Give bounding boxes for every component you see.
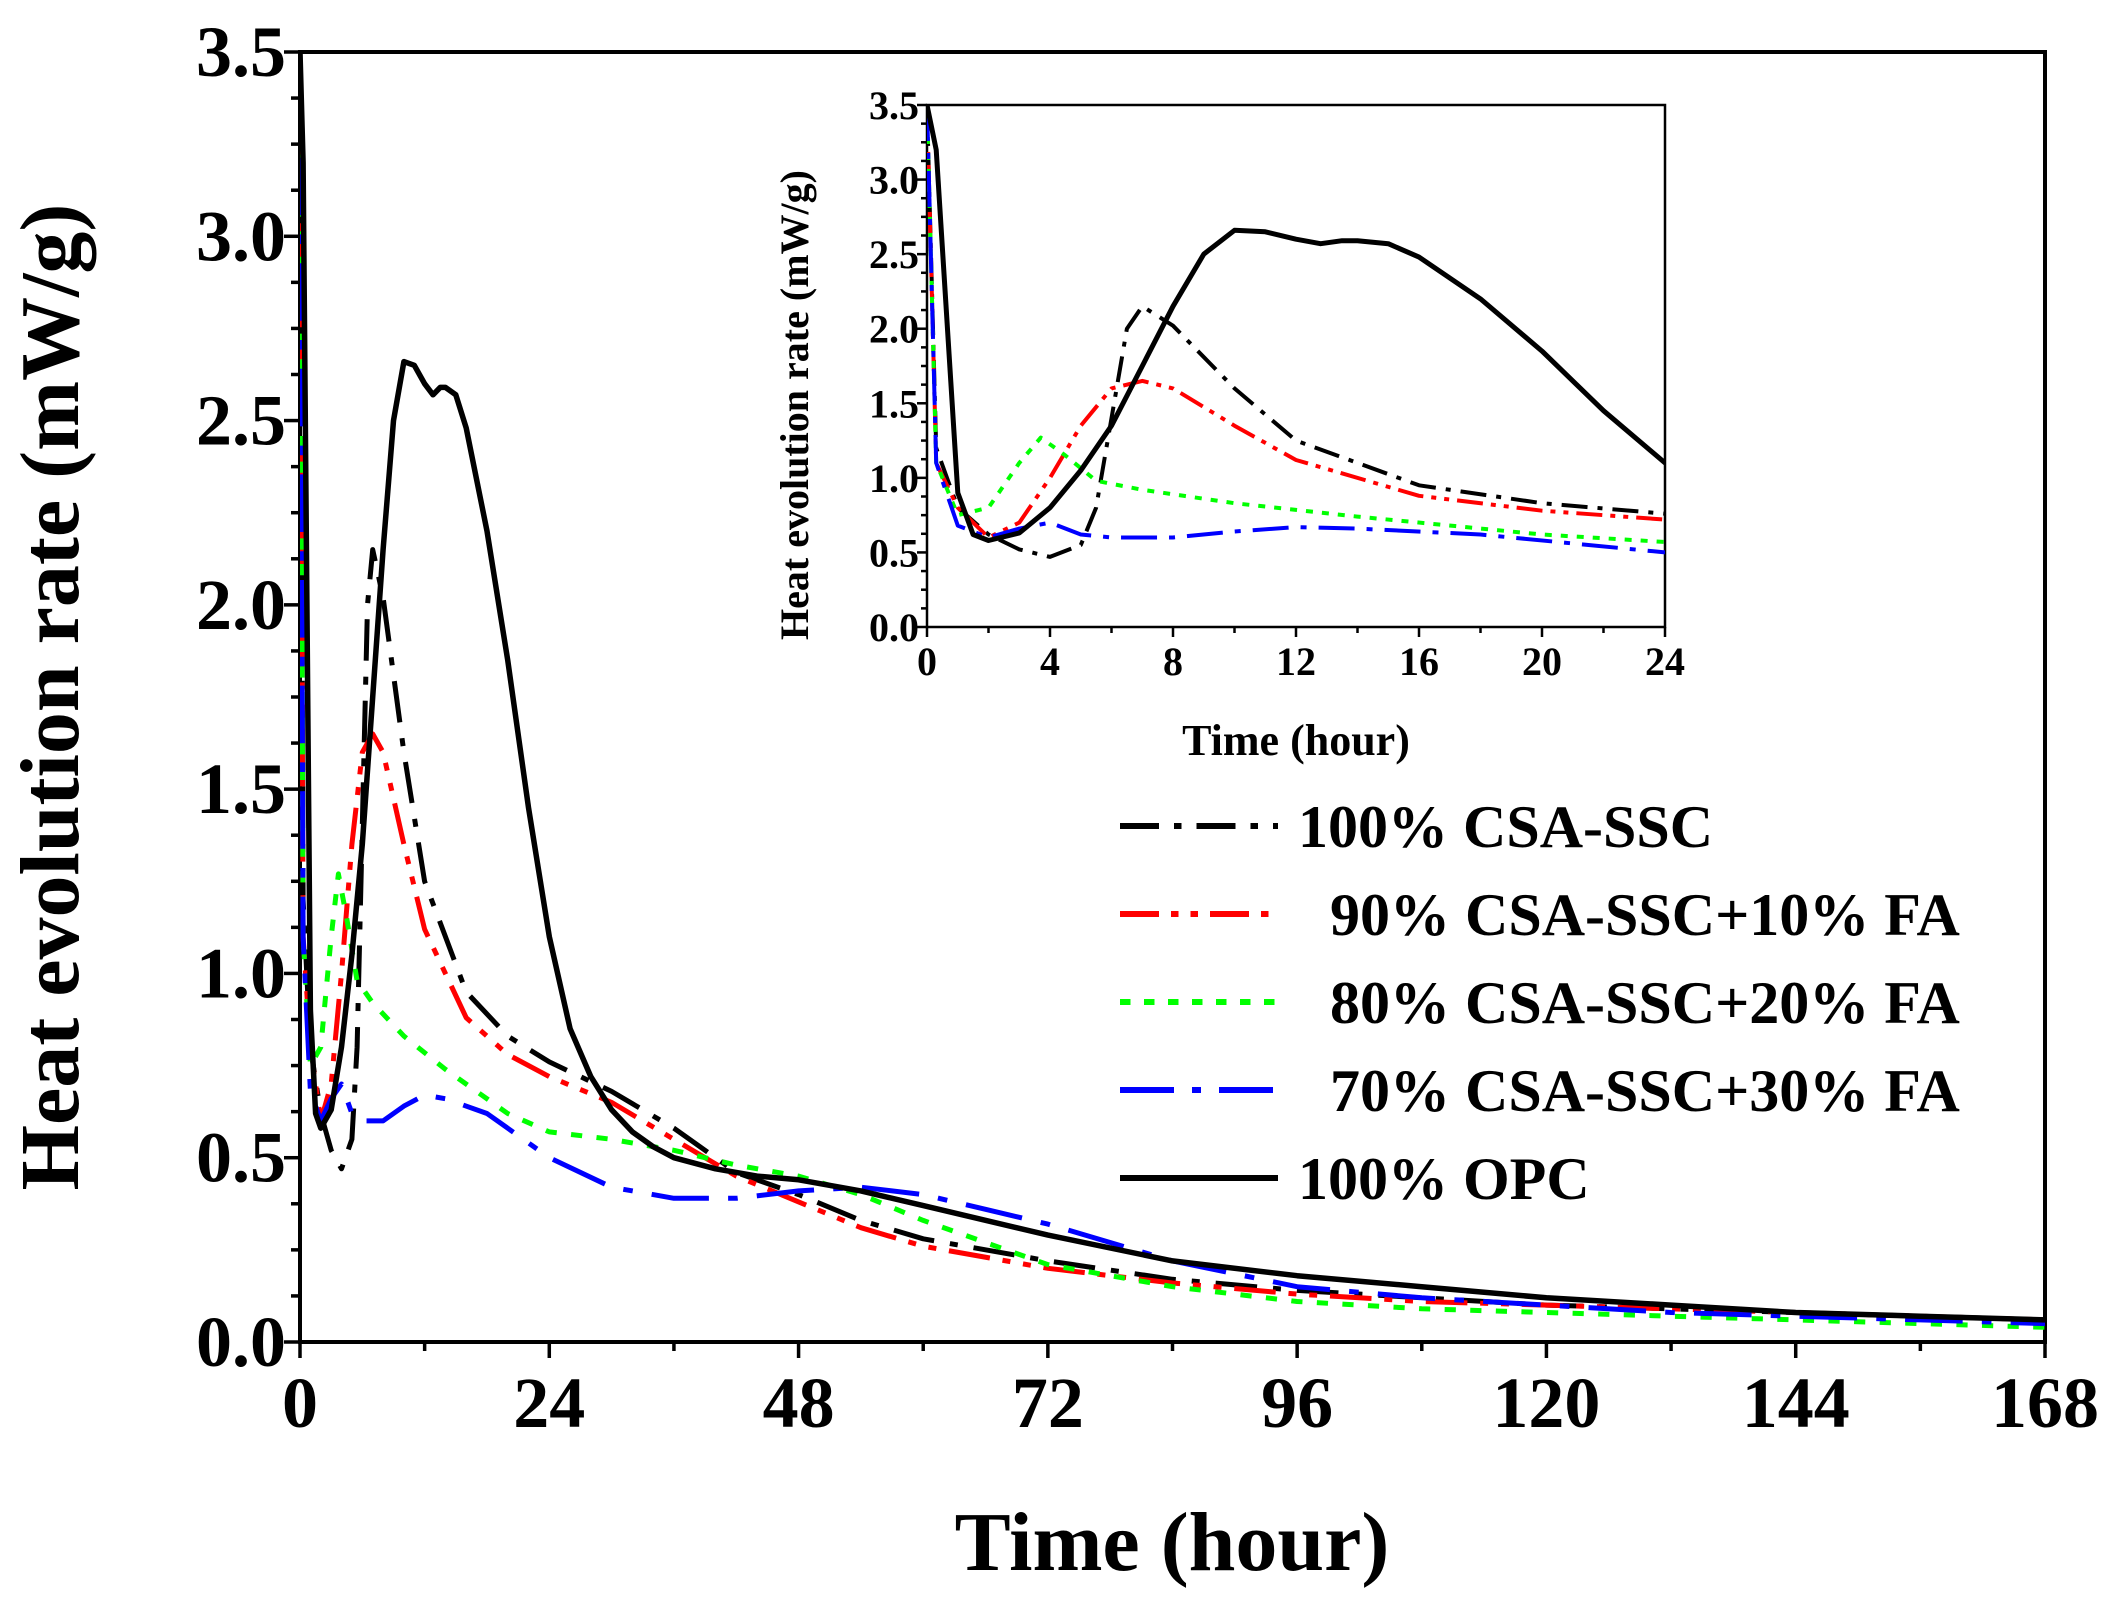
inset-series-line-3 <box>927 105 1665 544</box>
inset-y-tick-label: 1.0 <box>869 456 919 501</box>
main-y-tick-label: 1.5 <box>196 749 286 829</box>
main-series-line-5 <box>300 52 2045 1323</box>
inset-y-axis-title: Heat evolution rate (mW/g) <box>772 170 817 640</box>
inset-series-line-5 <box>927 105 1665 543</box>
main-x-tick-label: 120 <box>1492 1363 1600 1443</box>
main-y-tick-label: 0.0 <box>196 1302 286 1382</box>
inset-x-tick-label: 4 <box>1040 639 1060 684</box>
legend-label-1: 100% CSA-SSC <box>1298 794 1713 860</box>
inset-x-tick-label: 0 <box>917 639 937 684</box>
inset-series-line-4 <box>927 105 1665 555</box>
main-x-tick-label: 48 <box>763 1363 835 1443</box>
main-series-group <box>300 52 2045 1330</box>
legend-label-4: 70% CSA-SSC+30% FA <box>1330 1058 1960 1124</box>
inset-chart: 0 4 8 12 16 20 24 0.0 0.5 1.0 1.5 2.0 2.5 3.0 3.5 Time… <box>772 83 1685 765</box>
main-x-tick-label: 96 <box>1261 1363 1333 1443</box>
main-y-tick-label: 1.0 <box>196 933 286 1013</box>
main-y-tick-label: 2.5 <box>196 381 286 461</box>
inset-y-tick-label: 3.5 <box>869 83 919 128</box>
inset-y-tick-label: 0.5 <box>869 530 919 575</box>
inset-x-tick-label: 20 <box>1522 639 1562 684</box>
inset-y-tick-label: 2.0 <box>869 307 919 352</box>
main-x-axis-title: Time (hour) <box>955 1496 1390 1589</box>
inset-x-tick-label: 16 <box>1399 639 1439 684</box>
inset-ticks: 0 4 8 12 16 20 24 0.0 0.5 1.0 1.5 2.0 2.5 3.0 3.5 <box>869 83 1685 684</box>
inset-x-tick-label: 8 <box>1163 639 1183 684</box>
main-ticks: 0 24 48 72 96 120 144 1680.00.51.01.52.02.53.03… <box>196 12 2099 1443</box>
main-x-tick-label: 0 <box>282 1363 318 1443</box>
main-series-line-2 <box>300 52 2045 1323</box>
main-x-tick-label: 144 <box>1742 1363 1850 1443</box>
main-x-tick-label: 168 <box>1991 1363 2099 1443</box>
inset-x-tick-label: 12 <box>1276 639 1316 684</box>
main-series-line-4 <box>300 52 2045 1327</box>
main-y-tick-label: 0.5 <box>196 1118 286 1198</box>
inset-x-axis-title: Time (hour) <box>1182 716 1410 765</box>
legend: 100% CSA-SSC 90% CSA-SSC+10% FA 80% CSA-SS… <box>1120 794 1960 1212</box>
main-y-tick-label: 3.0 <box>196 196 286 276</box>
inset-y-tick-label: 3.0 <box>869 158 919 203</box>
inset-x-tick-label: 24 <box>1645 639 1685 684</box>
legend-label-2: 90% CSA-SSC+10% FA <box>1330 882 1960 948</box>
legend-label-5: 100% OPC <box>1298 1146 1590 1212</box>
main-x-tick-label: 24 <box>513 1363 585 1443</box>
main-y-tick-label: 2.0 <box>196 565 286 645</box>
main-x-tick-label: 72 <box>1012 1363 1084 1443</box>
main-y-tick-label: 3.5 <box>196 12 286 92</box>
inset-y-tick-label: 1.5 <box>869 381 919 426</box>
inset-series-group <box>927 105 1665 559</box>
main-chart: 0 24 48 72 96 120 144 1680.00.51.01.52.02.53.03… <box>4 12 2099 1589</box>
main-y-axis-title: Heat evolution rate (mW/g) <box>4 204 97 1191</box>
legend-label-3: 80% CSA-SSC+20% FA <box>1330 970 1960 1036</box>
inset-y-tick-label: 0.0 <box>869 605 919 650</box>
inset-y-tick-label: 2.5 <box>869 232 919 277</box>
